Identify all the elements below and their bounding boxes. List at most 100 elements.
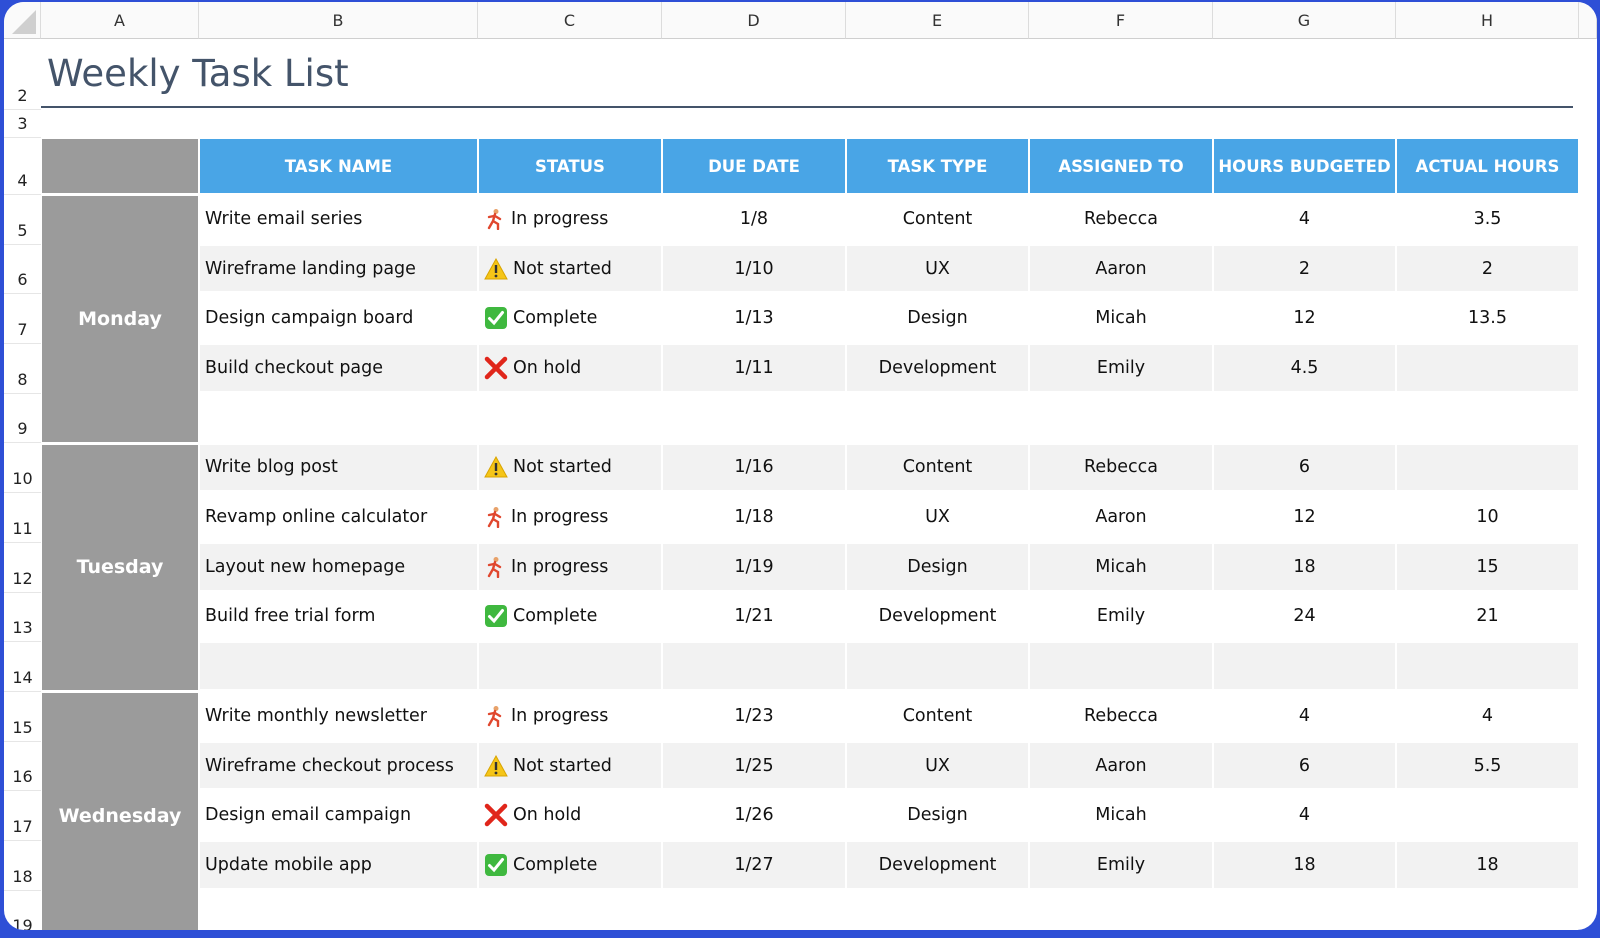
table-cell: Rebecca bbox=[1030, 693, 1212, 739]
table-cell: 1/16 bbox=[663, 444, 845, 491]
row-number[interactable]: 5 bbox=[4, 195, 41, 245]
status-cell bbox=[479, 643, 661, 689]
table-cell: Aaron bbox=[1030, 742, 1212, 789]
status-cell: In progress bbox=[479, 543, 661, 590]
status-cell: Complete bbox=[479, 295, 661, 342]
row-number[interactable]: 16 bbox=[4, 742, 41, 792]
table-cell: 12 bbox=[1214, 295, 1395, 342]
status-text: Not started bbox=[513, 258, 612, 279]
status-cell: Not started bbox=[479, 245, 661, 292]
icon-check bbox=[485, 605, 507, 628]
status-cell: Complete bbox=[479, 842, 661, 888]
table-cell bbox=[1214, 891, 1395, 930]
day-label: Monday bbox=[42, 196, 198, 442]
row-number[interactable]: 18 bbox=[4, 841, 41, 891]
row-number[interactable]: 10 bbox=[4, 444, 41, 494]
table-cell: Write email series bbox=[200, 196, 477, 242]
table-cell bbox=[663, 891, 845, 930]
row-number[interactable]: 12 bbox=[4, 543, 41, 593]
table-cell bbox=[663, 643, 845, 689]
column-header[interactable]: E bbox=[846, 2, 1029, 39]
table-cell bbox=[663, 394, 845, 441]
table-cell bbox=[1030, 891, 1212, 930]
status-text: On hold bbox=[513, 805, 582, 826]
title-underline bbox=[41, 106, 1573, 108]
status-cell: Not started bbox=[479, 444, 661, 491]
table-cell: Wireframe landing page bbox=[200, 245, 477, 292]
table-cell bbox=[1214, 643, 1395, 689]
status-cell: In progress bbox=[479, 196, 661, 242]
table-cell bbox=[1397, 891, 1578, 930]
row-number[interactable]: 9 bbox=[4, 394, 41, 444]
icon-cross bbox=[484, 356, 508, 380]
table-cell: 4.5 bbox=[1214, 345, 1395, 391]
table-cell: Micah bbox=[1030, 792, 1212, 839]
table-cell bbox=[847, 891, 1028, 930]
table-header: ACTUAL HOURS bbox=[1397, 139, 1578, 193]
column-header[interactable]: C bbox=[478, 2, 662, 39]
table-cell: 2 bbox=[1397, 245, 1578, 292]
status-cell: On hold bbox=[479, 792, 661, 839]
table-cell bbox=[200, 394, 477, 441]
status-text: In progress bbox=[511, 705, 609, 726]
table-cell: Micah bbox=[1030, 543, 1212, 590]
column-header[interactable]: B bbox=[199, 2, 478, 39]
status-text: Not started bbox=[513, 457, 612, 478]
table-cell: UX bbox=[847, 742, 1028, 789]
status-text: Not started bbox=[513, 755, 612, 776]
table-cell: 21 bbox=[1397, 593, 1578, 640]
row-number[interactable]: 15 bbox=[4, 692, 41, 742]
row-number[interactable]: 17 bbox=[4, 791, 41, 842]
status-cell: Complete bbox=[479, 593, 661, 640]
table-cell: 1/8 bbox=[663, 196, 845, 242]
status-text: In progress bbox=[511, 507, 609, 528]
column-header[interactable]: F bbox=[1029, 2, 1213, 39]
row-number[interactable]: 13 bbox=[4, 593, 41, 643]
table-cell: 4 bbox=[1214, 196, 1395, 242]
table-cell: Design email campaign bbox=[200, 792, 477, 839]
row-number[interactable]: 11 bbox=[4, 493, 41, 543]
icon-running bbox=[487, 705, 502, 727]
column-header[interactable]: D bbox=[662, 2, 846, 39]
table-cell bbox=[1397, 394, 1578, 441]
row-number[interactable]: 19 bbox=[4, 891, 41, 930]
table-cell: 4 bbox=[1397, 693, 1578, 739]
table-cell: 4 bbox=[1214, 693, 1395, 739]
row-number[interactable]: 6 bbox=[4, 245, 41, 295]
row-number[interactable]: 7 bbox=[4, 294, 41, 345]
table-cell: Revamp online calculator bbox=[200, 494, 477, 540]
row-number[interactable]: 2 bbox=[4, 39, 41, 110]
table-cell: Aaron bbox=[1030, 245, 1212, 292]
table-cell: Content bbox=[847, 196, 1028, 242]
row-number[interactable]: 8 bbox=[4, 344, 41, 394]
table-cell: 1/23 bbox=[663, 693, 845, 739]
status-text: Complete bbox=[513, 854, 598, 875]
icon-warning bbox=[484, 257, 508, 280]
table-cell: Content bbox=[847, 444, 1028, 491]
table-cell: Emily bbox=[1030, 345, 1212, 391]
column-header[interactable]: H bbox=[1396, 2, 1579, 39]
table-cell: 1/26 bbox=[663, 792, 845, 839]
table-cell: Design bbox=[847, 792, 1028, 839]
icon-check bbox=[485, 853, 507, 876]
table-header: HOURS BUDGETED bbox=[1214, 139, 1395, 193]
table-cell: Layout new homepage bbox=[200, 543, 477, 590]
table-cell: Emily bbox=[1030, 842, 1212, 888]
row-number[interactable]: 4 bbox=[4, 138, 41, 195]
row-number[interactable]: 14 bbox=[4, 642, 41, 692]
table-cell: 1/21 bbox=[663, 593, 845, 640]
day-label: Wednesday bbox=[42, 693, 198, 930]
table-cell: Update mobile app bbox=[200, 842, 477, 888]
row-number[interactable]: 3 bbox=[4, 110, 41, 138]
corner-cell bbox=[4, 2, 41, 39]
spreadsheet: A B C D E F G H 2 3 4 5 6 7 8 9 10 11 12 13 14 15 16 17 18 19 Week… bbox=[4, 2, 1597, 930]
column-header[interactable]: A bbox=[41, 2, 199, 39]
table-cell: Write blog post bbox=[200, 444, 477, 491]
table-cell: 1/25 bbox=[663, 742, 845, 789]
table-cell bbox=[1397, 643, 1578, 689]
table-cell bbox=[847, 643, 1028, 689]
column-header[interactable]: G bbox=[1213, 2, 1396, 39]
header-blank bbox=[42, 139, 198, 193]
table-cell: 1/19 bbox=[663, 543, 845, 590]
